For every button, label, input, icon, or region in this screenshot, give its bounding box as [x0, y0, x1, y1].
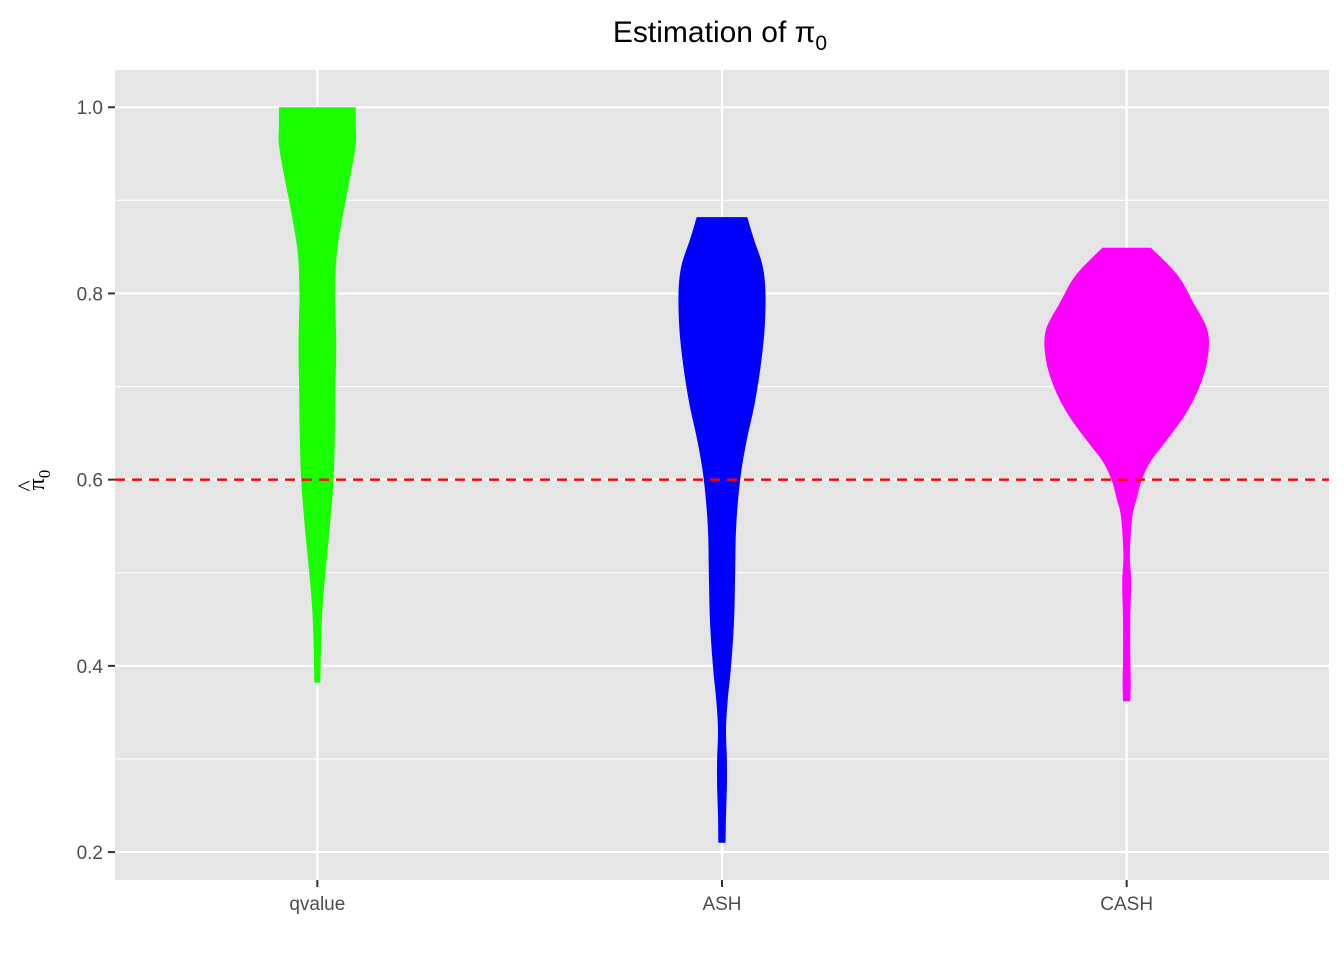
y-tick-label: 0.6 — [77, 471, 103, 492]
y-tick-label: 0.2 — [77, 843, 103, 864]
chart-title-main: Estimation of π — [613, 16, 815, 49]
chart-title: Estimation of π0 — [613, 16, 827, 55]
chart-title-subscript: 0 — [815, 32, 827, 55]
y-axis: 0.2 0.4 0.6 0.8 1.0 — [77, 98, 115, 864]
y-tick-label: 0.4 — [77, 657, 104, 678]
x-tick-label-cash: CASH — [1100, 894, 1153, 915]
y-axis-label: π0 ^ — [14, 470, 54, 492]
y-axis-label-subscript: 0 — [35, 470, 54, 479]
x-tick-label-qvalue: qvalue — [289, 894, 345, 915]
y-axis-label-accent: ^ — [14, 480, 40, 491]
violins — [278, 107, 1210, 843]
x-tick-label-ash: ASH — [702, 894, 741, 915]
y-axis-label-symbol: π — [24, 478, 50, 490]
violin-ash — [678, 217, 766, 843]
violin-qvalue — [278, 107, 357, 683]
svg-text:π0: π0 — [24, 470, 54, 491]
violin-cash — [1044, 247, 1210, 702]
y-tick-label: 0.8 — [77, 284, 103, 305]
x-axis: qvalue ASH CASH — [289, 880, 1153, 915]
y-tick-label: 1.0 — [77, 98, 103, 119]
